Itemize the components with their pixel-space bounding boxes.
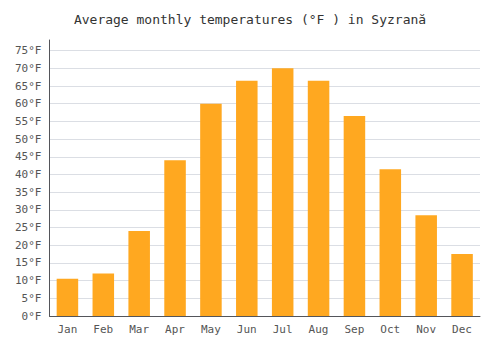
svg-text:Oct: Oct bbox=[380, 323, 400, 336]
svg-text:30°F: 30°F bbox=[15, 203, 42, 216]
svg-text:35°F: 35°F bbox=[15, 186, 42, 199]
svg-text:20°F: 20°F bbox=[15, 239, 42, 252]
svg-text:10°F: 10°F bbox=[15, 274, 42, 287]
svg-text:15°F: 15°F bbox=[15, 256, 42, 269]
svg-text:Apr: Apr bbox=[165, 323, 185, 336]
svg-text:Aug: Aug bbox=[309, 323, 329, 336]
svg-text:Average monthly temperatures (: Average monthly temperatures (°F ) in Sy… bbox=[74, 12, 426, 27]
svg-text:65°F: 65°F bbox=[15, 80, 42, 93]
svg-text:Nov: Nov bbox=[416, 323, 436, 336]
svg-text:Sep: Sep bbox=[344, 323, 364, 336]
svg-text:25°F: 25°F bbox=[15, 221, 42, 234]
svg-text:Dec: Dec bbox=[452, 323, 472, 336]
svg-text:40°F: 40°F bbox=[15, 168, 42, 181]
svg-text:50°F: 50°F bbox=[15, 133, 42, 146]
svg-text:45°F: 45°F bbox=[15, 150, 42, 163]
svg-text:70°F: 70°F bbox=[15, 62, 42, 75]
svg-text:Mar: Mar bbox=[129, 323, 149, 336]
svg-text:Jun: Jun bbox=[237, 323, 257, 336]
svg-text:5°F: 5°F bbox=[22, 292, 42, 305]
svg-text:60°F: 60°F bbox=[15, 97, 42, 110]
svg-text:55°F: 55°F bbox=[15, 115, 42, 128]
svg-text:0°F: 0°F bbox=[22, 310, 42, 323]
svg-text:May: May bbox=[201, 323, 221, 336]
svg-text:Feb: Feb bbox=[93, 323, 113, 336]
svg-text:Jan: Jan bbox=[57, 323, 77, 336]
svg-text:Jul: Jul bbox=[273, 323, 293, 336]
svg-text:75°F: 75°F bbox=[15, 44, 42, 57]
